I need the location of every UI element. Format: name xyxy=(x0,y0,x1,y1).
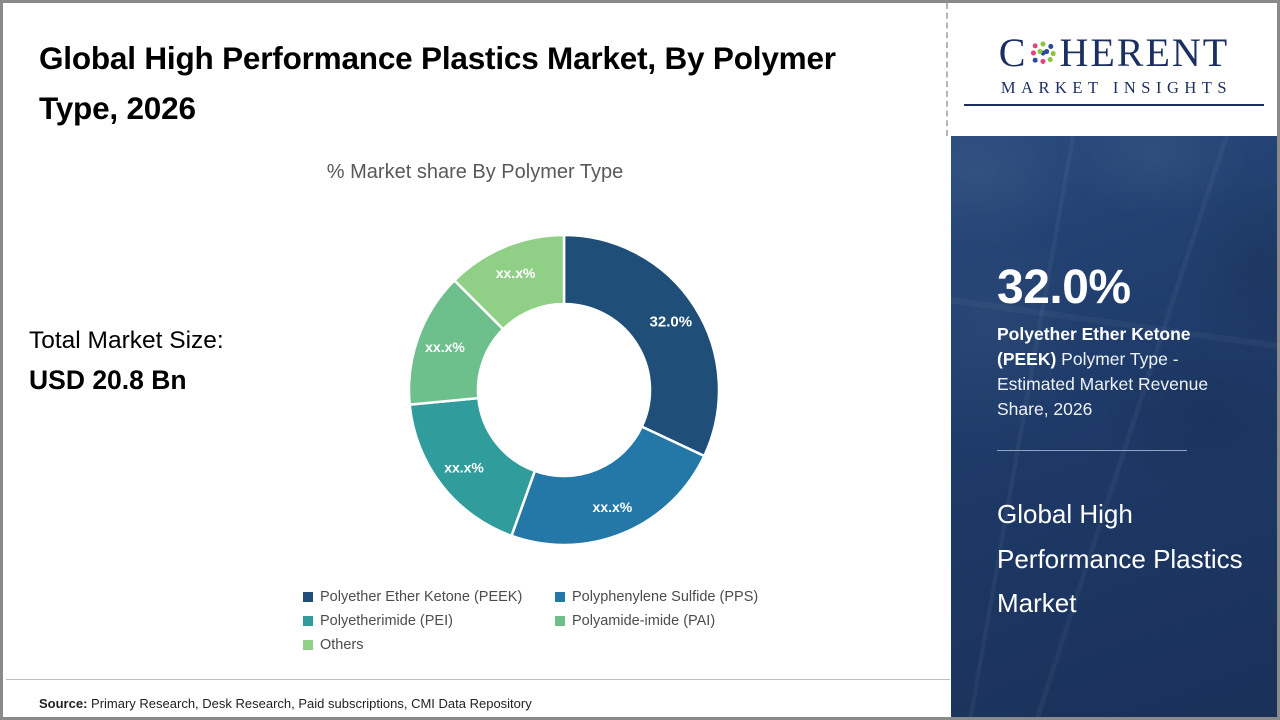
legend-item-pps[interactable]: Polyphenylene Sulfide (PPS) xyxy=(555,589,758,605)
logo-word-rest: HERENT xyxy=(1059,30,1230,75)
legend-row: Polyether Ether Ketone (PEEK) Polyphenyl… xyxy=(303,589,823,605)
chart-subtitle: % Market share By Polymer Type xyxy=(326,161,624,183)
highlight-stat-bold: Polyether Ether Ketone (PEEK) xyxy=(997,324,1191,369)
brand-logo: C HERENT MARKET INSIGHTS xyxy=(951,3,1277,136)
legend-swatch-pps xyxy=(555,592,565,602)
highlight-stat-description: Polyether Ether Ketone (PEEK) Polymer Ty… xyxy=(997,322,1237,421)
frame-border-bottom xyxy=(0,717,1280,720)
panel-market-name: Global High Performance Plastics Market xyxy=(997,499,1243,619)
highlight-stat-number: 32.0% xyxy=(997,261,1131,314)
highlight-stat-rest: Polymer Type - Estimated Market Revenue … xyxy=(997,348,1209,419)
donut-slice-label-2: xx.x% xyxy=(444,460,484,476)
logo-wordmark: C HERENT xyxy=(964,33,1264,73)
logo-subtitle: MARKET INSIGHTS xyxy=(1000,78,1233,97)
source-note: Source: Primary Research, Desk Research,… xyxy=(39,696,532,711)
donut-label-group: 32.0% xx.x% xx.x% xx.x% xx.x% xyxy=(425,265,692,515)
total-market-size-value: USD 20.8 Bn xyxy=(29,365,187,395)
source-divider xyxy=(6,679,950,680)
legend-label-pai: Polyamide-imide (PAI) xyxy=(572,613,716,629)
highlight-side-panel: 32.0% Polyether Ether Ketone (PEEK) Poly… xyxy=(951,136,1277,717)
source-label: Source: xyxy=(39,696,88,711)
panel-background-texture xyxy=(951,136,1277,717)
donut-slice-label-0: 32.0% xyxy=(650,314,693,331)
logo-underline xyxy=(964,104,1264,106)
logo-letter-c: C xyxy=(998,30,1028,75)
legend-item-pei[interactable]: Polyetherimide (PEI) xyxy=(303,613,555,629)
donut-slice-1[interactable] xyxy=(509,424,706,547)
frame-border-right xyxy=(1277,0,1280,720)
legend-item-pai[interactable]: Polyamide-imide (PAI) xyxy=(555,613,715,629)
legend-item-peek[interactable]: Polyether Ether Ketone (PEEK) xyxy=(303,589,555,605)
frame-border-top xyxy=(0,0,1280,3)
panel-horizontal-rule xyxy=(997,450,1187,451)
donut-slice-label-3: xx.x% xyxy=(425,339,465,355)
legend-swatch-peek xyxy=(303,592,313,602)
legend-swatch-pai xyxy=(555,616,565,626)
donut-slice-group xyxy=(407,233,721,547)
chart-legend: Polyether Ether Ketone (PEEK) Polyphenyl… xyxy=(303,589,823,661)
donut-chart: 32.0% xx.x% xx.x% xx.x% xx.x% xyxy=(406,232,722,548)
legend-row: Others xyxy=(303,637,823,653)
donut-slice-label-4: xx.x% xyxy=(496,265,536,281)
donut-chart-svg: 32.0% xx.x% xx.x% xx.x% xx.x% xyxy=(407,233,721,547)
legend-swatch-pei xyxy=(303,616,313,626)
donut-slice-0[interactable] xyxy=(562,233,721,458)
source-text: Primary Research, Desk Research, Paid su… xyxy=(87,696,532,711)
page-title: Global High Performance Plastics Market,… xyxy=(39,40,836,127)
legend-label-others: Others xyxy=(320,637,364,653)
total-market-size-label: Total Market Size: xyxy=(29,327,224,354)
legend-row: Polyetherimide (PEI) Polyamide-imide (PA… xyxy=(303,613,823,629)
globe-dots-icon xyxy=(1028,38,1059,68)
legend-swatch-others xyxy=(303,640,313,650)
legend-label-peek: Polyether Ether Ketone (PEEK) xyxy=(320,589,523,605)
legend-label-pei: Polyetherimide (PEI) xyxy=(320,613,453,629)
frame-border-left xyxy=(0,0,3,720)
legend-item-others[interactable]: Others xyxy=(303,637,555,653)
donut-slice-4[interactable] xyxy=(452,233,566,331)
chart-pane: Global High Performance Plastics Market,… xyxy=(3,3,950,717)
donut-slice-label-1: xx.x% xyxy=(593,499,633,515)
vertical-dashed-divider xyxy=(946,3,948,136)
legend-label-pps: Polyphenylene Sulfide (PPS) xyxy=(572,589,759,605)
